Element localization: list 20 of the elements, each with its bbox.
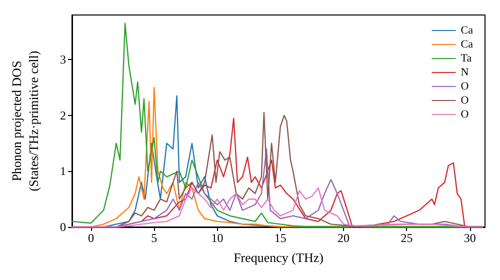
x-tick-label: 10	[211, 231, 224, 245]
x-tick-label: 25	[400, 231, 413, 245]
x-tick-label: 30	[464, 231, 476, 245]
legend-label: Ca	[460, 38, 474, 50]
legend-label: Ta	[460, 52, 472, 64]
legend-label: O	[460, 80, 469, 92]
legend-label: Ca	[460, 24, 474, 36]
legend-label: O	[460, 108, 469, 120]
legend-label: N	[460, 66, 469, 78]
x-tick-label: 5	[151, 231, 158, 245]
legend-label: O	[460, 94, 469, 106]
y-axis-title: Phonon projected DOS (States/THz·primitive cell)	[9, 50, 41, 192]
x-tick-label: 0	[88, 231, 94, 245]
x-tick-label: 20	[338, 231, 350, 245]
x-tick-label: 15	[274, 231, 286, 245]
y-tick-label: 1	[60, 164, 66, 178]
y-tick-label: 0	[60, 220, 66, 234]
y-tick-label: 3	[60, 52, 66, 67]
x-axis-title: Frequency (THz)	[234, 250, 324, 265]
y-tick-label: 2	[60, 108, 66, 122]
